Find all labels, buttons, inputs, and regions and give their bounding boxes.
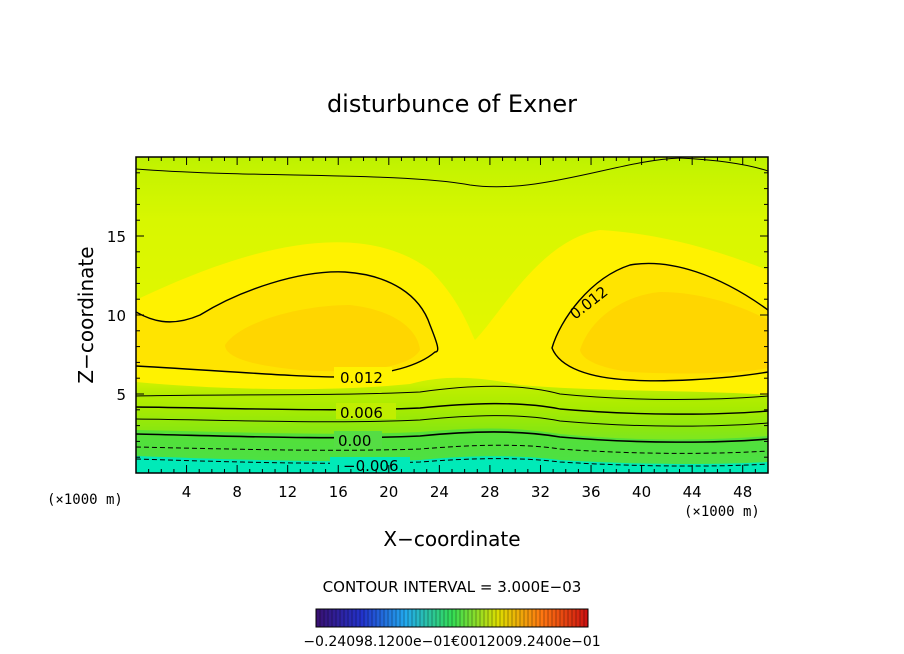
field-lobe-left-core: [225, 305, 420, 372]
contour-label-0.012-left: 0.012: [340, 369, 383, 387]
contour-line-0.012-left: [136, 271, 439, 378]
y-tick-label: 15: [107, 228, 126, 246]
contour-line-0.006: [136, 402, 768, 415]
x-tick-label: 36: [581, 483, 600, 501]
x-tick-label: 32: [531, 483, 550, 501]
x-tick-label: 12: [278, 483, 297, 501]
x-tick-label: 20: [379, 483, 398, 501]
contour-line-top: [136, 157, 768, 188]
contour-line-neg0.006: [136, 458, 768, 467]
contour-label-0.00: 0.00: [338, 432, 371, 450]
colorbar-labels: −0.24098.1200e−01€0012009.2400e−01: [303, 634, 600, 650]
x-tick-label: 28: [480, 483, 499, 501]
y-tick-label: 5: [116, 386, 126, 404]
label-mask-3: [334, 431, 382, 448]
x-tick-label: 4: [182, 483, 192, 501]
x-axis-label: X−coordinate: [383, 527, 520, 551]
colorbar-ticks: [315, 609, 589, 627]
y-tick-labels: 5 10 15: [107, 228, 126, 404]
plot-area: [136, 157, 768, 473]
x-tick-label: 24: [430, 483, 449, 501]
x-tick-label: 8: [232, 483, 242, 501]
x-unit-left: (×1000 m): [47, 492, 123, 508]
label-mask-4: [330, 457, 410, 473]
field-lobe-right-core: [580, 292, 768, 374]
y-axis-label: Z−coordinate: [74, 246, 98, 383]
contour-label-0.006: 0.006: [340, 404, 383, 422]
x-tick-label: 16: [329, 483, 348, 501]
contour-line-0.00: [136, 431, 768, 443]
contour-line-b: [136, 415, 768, 427]
x-tick-label: 44: [683, 483, 702, 501]
label-mask-1: [334, 367, 392, 385]
axis-ticks: [135, 156, 769, 474]
y-tick-label: 10: [107, 307, 126, 325]
contour-label-neg0.006: −0.006: [343, 457, 399, 475]
contour-line-a: [136, 385, 768, 400]
label-mask-2: [336, 403, 396, 419]
x-tick-label: 48: [733, 483, 752, 501]
contour-line-c: [136, 444, 768, 454]
contour-line-0.012-right: [551, 262, 768, 382]
field-band-cyan: [136, 456, 768, 473]
x-tick-labels: 4 8 12 16 20 24 28 32 36 40 44 48: [182, 483, 752, 501]
x-tick-label: 40: [632, 483, 651, 501]
contour-interval-text: CONTOUR INTERVAL = 3.000E−03: [323, 578, 582, 596]
chart-title: disturbunce of Exner: [327, 90, 577, 118]
x-unit-right: (×1000 m): [684, 504, 760, 520]
